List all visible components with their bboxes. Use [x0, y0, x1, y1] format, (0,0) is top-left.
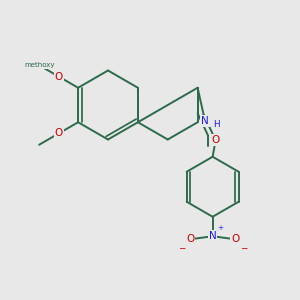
Text: −: −: [178, 243, 185, 252]
Text: O: O: [55, 128, 63, 139]
Text: methoxy: methoxy: [24, 62, 54, 68]
Text: N: N: [201, 116, 209, 126]
Text: −: −: [240, 243, 247, 252]
Text: O: O: [231, 234, 239, 244]
Text: O: O: [186, 234, 194, 244]
Text: O: O: [55, 71, 63, 82]
Text: O: O: [212, 135, 220, 145]
Text: H: H: [213, 120, 220, 129]
Text: +: +: [218, 225, 224, 231]
Text: N: N: [209, 231, 217, 241]
